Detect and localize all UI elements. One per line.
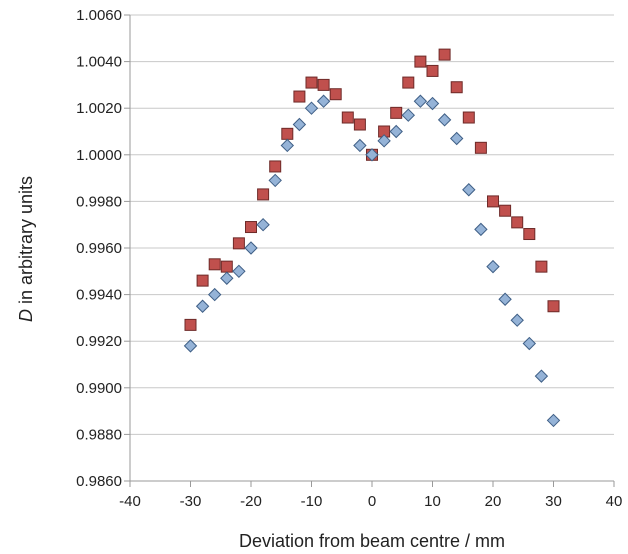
- data-point-diamond: [510, 313, 524, 327]
- data-point-diamond: [220, 271, 234, 285]
- data-point-diamond: [401, 108, 416, 122]
- data-point-diamond: [425, 96, 440, 111]
- axes: [124, 14, 615, 487]
- data-point-diamond: [304, 101, 319, 115]
- data-series: [183, 48, 561, 428]
- y-tick-label: 0.9880: [76, 426, 122, 443]
- data-point-diamond: [534, 369, 549, 383]
- data-point-diamond: [365, 148, 379, 162]
- data-point-square: [305, 76, 318, 89]
- data-point-square: [220, 260, 233, 273]
- y-tick-label: 0.9920: [76, 333, 122, 350]
- data-point-square: [487, 195, 499, 208]
- y-tick-label: 0.9860: [76, 473, 122, 490]
- y-tick-label: 0.9980: [76, 193, 122, 210]
- x-tick-label: -20: [240, 493, 262, 510]
- data-point-square: [438, 48, 451, 61]
- data-point-diamond: [498, 292, 512, 306]
- y-tick-label: 0.9940: [76, 287, 122, 304]
- data-point-square: [281, 127, 294, 140]
- data-point-diamond: [195, 299, 210, 313]
- data-point-diamond: [316, 94, 331, 108]
- data-point-square: [511, 216, 524, 229]
- data-point-square: [450, 81, 463, 94]
- data-point-diamond: [474, 222, 488, 237]
- data-point-diamond: [183, 339, 198, 353]
- y-tick-label: 0.9960: [76, 240, 122, 257]
- y-tick-label: 1.0020: [76, 100, 122, 117]
- y-tick-labels: 0.9860 0.9880 0.9900 0.9920 0.9940 0.9960 0.99…: [76, 7, 122, 490]
- data-point-square: [523, 228, 536, 241]
- data-point-square: [390, 106, 403, 119]
- data-point-square: [245, 221, 257, 234]
- data-point-diamond: [268, 173, 282, 188]
- data-point-square: [535, 260, 548, 273]
- data-point-square: [474, 141, 487, 154]
- grid-lines: [130, 14, 614, 482]
- data-point-diamond: [522, 336, 537, 351]
- x-tick-label: -30: [180, 493, 202, 510]
- x-tick-label: 40: [606, 493, 623, 510]
- data-point-diamond: [389, 124, 403, 139]
- y-tick-label: 0.9900: [76, 380, 122, 397]
- data-point-diamond: [244, 241, 258, 255]
- data-point-square: [341, 111, 354, 124]
- data-point-diamond: [449, 131, 464, 146]
- data-point-square: [402, 76, 415, 89]
- y-axis-title-text: in arbitrary units: [16, 176, 36, 309]
- data-point-square: [414, 55, 427, 68]
- x-tick-labels: -40 -30 -20 -10 0 10 20 30 40: [119, 493, 622, 510]
- data-point-diamond: [292, 117, 307, 132]
- x-tick-label: 0: [368, 493, 376, 510]
- data-point-square: [462, 111, 475, 124]
- x-tick-label: -40: [119, 493, 141, 510]
- data-point-square: [184, 318, 197, 331]
- data-point-diamond: [486, 259, 500, 274]
- data-point-square: [499, 204, 512, 217]
- y-tick-label: 1.0000: [76, 147, 122, 164]
- data-point-diamond: [462, 183, 476, 197]
- data-point-square: [293, 90, 306, 103]
- data-point-square: [353, 118, 366, 131]
- data-point-diamond: [353, 138, 367, 153]
- x-axis-title: Deviation from beam centre / mm: [239, 531, 505, 551]
- data-point-square: [547, 300, 560, 313]
- data-point-square: [196, 274, 209, 287]
- y-axis-title-variable: D: [16, 309, 36, 322]
- data-point-diamond: [546, 413, 561, 428]
- data-point-diamond: [207, 287, 222, 302]
- x-tick-label: -10: [301, 493, 323, 510]
- y-axis-title: D in arbitrary units: [16, 176, 36, 322]
- data-point-diamond: [256, 217, 270, 232]
- data-point-square: [257, 188, 270, 201]
- data-point-diamond: [232, 264, 246, 279]
- x-tick-label: 20: [485, 493, 502, 510]
- x-tick-label: 30: [545, 493, 562, 510]
- data-point-square: [426, 64, 439, 77]
- data-point-diamond: [280, 138, 295, 153]
- data-point-diamond: [413, 94, 428, 108]
- data-point-diamond: [437, 113, 452, 127]
- y-tick-label: 1.0040: [76, 54, 122, 71]
- y-tick-label: 1.0060: [76, 7, 122, 24]
- data-point-square: [317, 78, 330, 91]
- data-point-square: [329, 88, 342, 101]
- x-tick-label: 10: [424, 493, 441, 510]
- data-point-square: [269, 160, 282, 173]
- data-point-square: [232, 237, 245, 250]
- data-point-square: [208, 258, 221, 271]
- data-point-diamond: [377, 134, 391, 148]
